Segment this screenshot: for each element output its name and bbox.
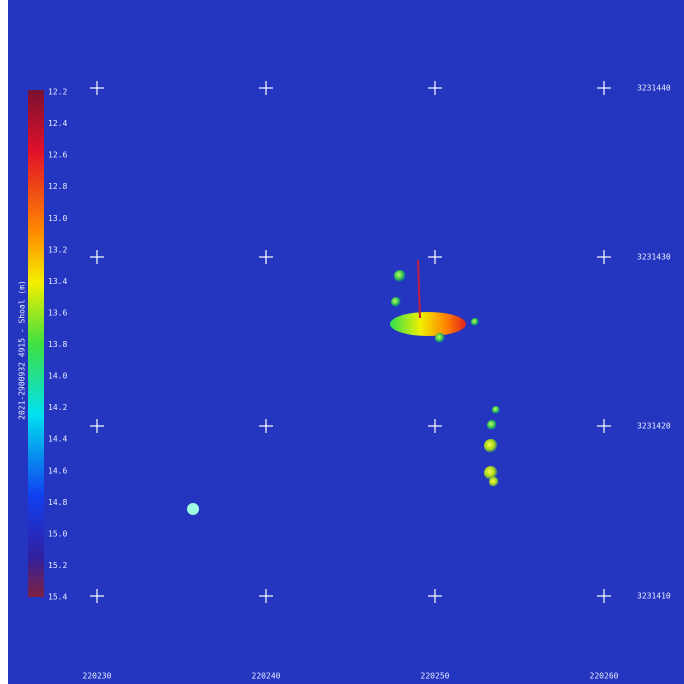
easting-label: 220250 xyxy=(421,672,450,681)
easting-label: 220260 xyxy=(590,672,619,681)
easting-label: 220230 xyxy=(83,672,112,681)
northing-label: 3231440 xyxy=(637,84,671,93)
colorbar-label: 12.2 xyxy=(48,88,67,97)
colorbar-label: 14.4 xyxy=(48,435,67,444)
colorbar-label: 13.0 xyxy=(48,214,67,223)
shoal xyxy=(390,312,466,336)
rock xyxy=(394,270,406,282)
rock xyxy=(484,439,498,453)
colorbar-label: 12.8 xyxy=(48,182,67,191)
colorbar-label: 12.4 xyxy=(48,119,67,128)
rock xyxy=(435,333,445,343)
colorbar-label: 13.6 xyxy=(48,308,67,317)
colorbar-label: 14.0 xyxy=(48,372,67,381)
colorbar-label: 14.6 xyxy=(48,466,67,475)
colorbar-label: 13.4 xyxy=(48,277,67,286)
northing-label: 3231430 xyxy=(637,253,671,262)
easting-label: 220240 xyxy=(252,672,281,681)
colorbar-label: 15.4 xyxy=(48,593,67,602)
colorbar-label: 15.2 xyxy=(48,561,67,570)
colorbar-label: 13.2 xyxy=(48,245,67,254)
map-view: 2021-2900932 4915 - Shoal (m) 12.2 12.4 12… xyxy=(0,0,684,684)
northing-label: 3231410 xyxy=(637,592,671,601)
colorbar-label: 14.2 xyxy=(48,403,67,412)
rock xyxy=(492,406,500,414)
colorbar-label: 13.8 xyxy=(48,340,67,349)
colorbar-label: 15.0 xyxy=(48,529,67,538)
colorbar-title: 2021-2900932 4915 - Shoal (m) xyxy=(18,280,27,420)
rock xyxy=(187,503,199,515)
colorbar-label: 12.6 xyxy=(48,151,67,160)
rock xyxy=(489,477,499,487)
rock xyxy=(487,420,497,430)
rock xyxy=(391,297,401,307)
colorbar xyxy=(28,90,44,597)
seafloor xyxy=(8,0,684,684)
page: {"colorbar": {"title": "2021-2900932 491… xyxy=(0,0,684,684)
northing-label: 3231420 xyxy=(637,422,671,431)
colorbar-label: 14.8 xyxy=(48,498,67,507)
rock xyxy=(471,318,479,326)
